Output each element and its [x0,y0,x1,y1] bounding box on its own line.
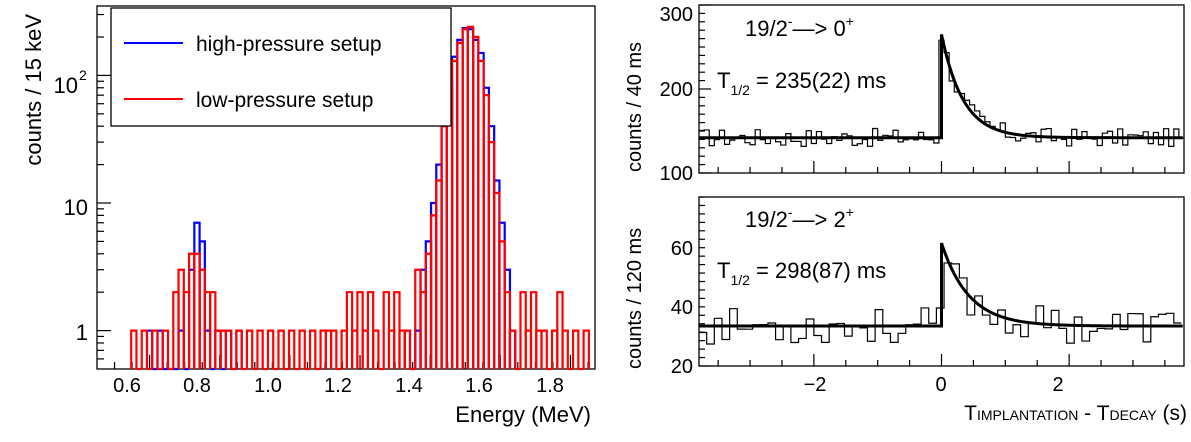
energy-histograms [130,25,590,371]
low-pressure-bin [372,329,380,369]
low-pressure-bin [561,329,569,369]
low-pressure-bin [277,329,285,369]
energy-x-tick-label: 1.6 [465,375,493,397]
energy-x-tick-label: 1.2 [324,375,352,397]
energy-y-tick-label-100: 10 [54,73,78,98]
low-pressure-bin [571,329,580,369]
legend-label-low-pressure: low-pressure setup [196,89,373,112]
energy-x-axis-title: Energy (MeV) [455,402,591,427]
decay-0plus-ticks [699,4,1166,174]
decay-x-tick-label: 2 [1052,374,1063,396]
low-pressure-bin [329,329,338,369]
energy-x-tick-label: 0.6 [113,375,141,397]
decay-x-tick-label: −2 [804,374,827,396]
energy-x-tick-label: 1.8 [536,375,564,397]
low-pressure-bin [308,329,317,369]
low-pressure-bin [140,329,149,369]
decay-0plus-fit-curve [699,34,1183,140]
decay-0plus-panel: 300 200 100 counts / 40 ms 19/2-—> 0+ T1… [624,4,1185,185]
energy-y-tick-label-1: 1 [76,320,88,345]
energy-spectrum-panel: 1 10 10 2 0.6 0.8 1.0 1.2 1.4 1.6 1.8 En… [21,5,596,427]
decay-2plus-histogram [699,242,1183,345]
low-pressure-bin [235,329,243,369]
low-pressure-bin [256,329,264,369]
legend-label-high-pressure: high-pressure setup [196,33,382,56]
low-pressure-bin [298,329,306,369]
decay-2plus-y-tick-label: 20 [671,356,693,378]
decay-2plus-fit-curve [699,242,1183,328]
energy-y-tick-label-10: 10 [64,195,88,220]
decay-x-axis-title: TIMPLANTATION - TDECAY (s) [964,402,1187,425]
low-pressure-bin [508,329,517,369]
decay-0plus-halflife-label: T1/2 = 235(22) ms [717,68,886,98]
energy-x-tick-label: 1.0 [254,375,282,397]
energy-x-tick-label: 1.4 [395,375,423,397]
legend-box [110,7,452,127]
decay-2plus-y-tick-label: 60 [671,238,693,260]
decay-x-tick-label: 0 [935,374,946,396]
low-pressure-bin [224,329,233,369]
low-pressure-bin [245,329,254,369]
decay-0plus-y-tick-label: 100 [660,163,693,185]
decay-2plus-panel: 60 40 20 counts / 120 ms −2 0 2 TIMPLANT… [624,196,1187,425]
low-pressure-bin [151,329,159,369]
decay-0plus-y-axis-title: counts / 40 ms [624,42,646,172]
low-pressure-bin [130,329,138,369]
decay-0plus-histogram [699,34,1184,148]
decay-2plus-y-tick-label: 40 [671,297,693,319]
low-pressure-bin [403,329,412,369]
decay-0plus-y-tick-label: 300 [660,4,693,26]
decay-0plus-y-tick-label: 200 [660,79,693,101]
low-pressure-bin [161,329,170,369]
decay-0plus-title: 19/2-—> 0+ [745,13,854,41]
energy-y-tick-label-100-exponent: 2 [79,67,87,83]
decay-2plus-halflife-label: T1/2 = 298(87) ms [717,258,886,288]
low-pressure-bin [582,329,590,369]
low-pressure-bin [287,329,296,369]
energy-x-tick-label: 0.8 [183,375,211,397]
decay-2plus-title: 19/2-—> 2+ [745,204,854,232]
decay-2plus-y-axis-title: counts / 120 ms [624,228,646,369]
low-pressure-bin [266,329,275,369]
energy-y-axis-title: counts / 15 keV [21,14,46,166]
energy-legend: high-pressure setup low-pressure setup [110,7,452,127]
low-pressure-bin [540,329,548,369]
